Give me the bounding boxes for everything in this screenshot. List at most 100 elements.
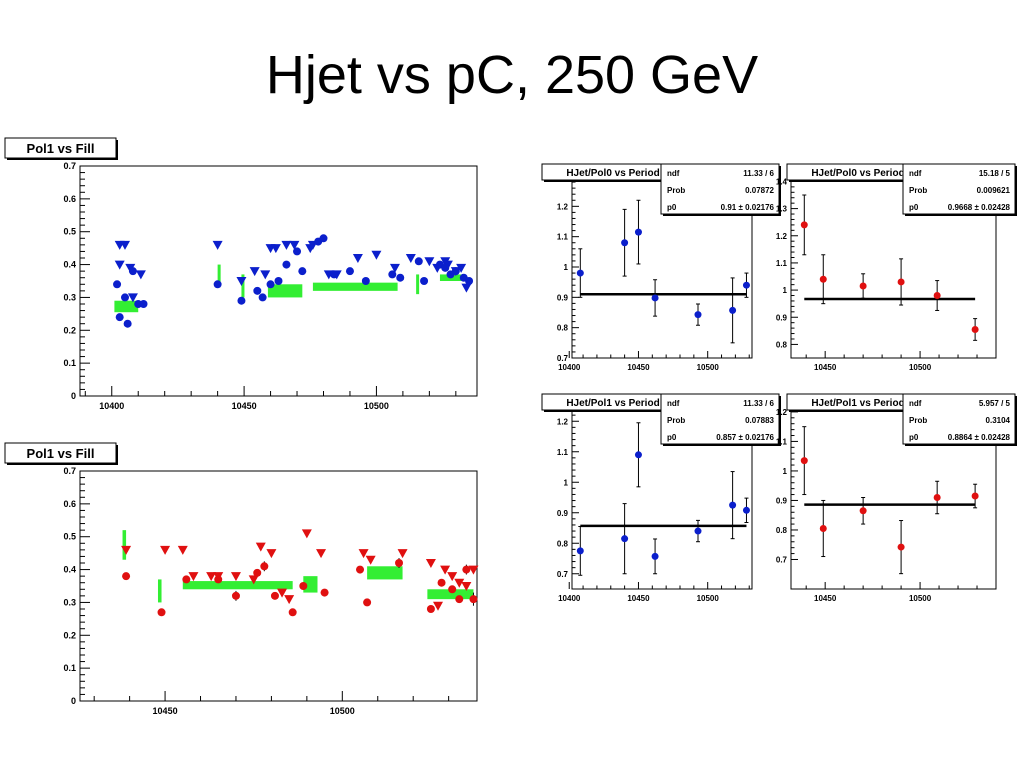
stats-value: 0.07883 [745, 416, 774, 425]
triangle-marker [405, 254, 416, 263]
band [427, 589, 474, 600]
data-point [819, 524, 827, 532]
data-point [694, 311, 702, 319]
band [416, 274, 420, 295]
triangle-marker [277, 588, 288, 598]
x-tick-label: 10450 [814, 594, 837, 603]
x-tick-label: 10500 [364, 401, 389, 411]
circle-marker [266, 280, 275, 289]
y-tick-label: 0.1 [63, 358, 76, 368]
circle-marker [157, 608, 166, 617]
data-point [933, 292, 941, 300]
circle-marker [345, 267, 354, 276]
triangle-marker [425, 559, 436, 568]
y-tick-label: 0.7 [557, 570, 569, 579]
circle-marker [437, 578, 446, 587]
y-tick-label: 0.5 [63, 227, 76, 237]
triangle-marker [188, 572, 199, 582]
stats-label: ndf [909, 399, 922, 408]
band [241, 274, 245, 298]
circle-marker [274, 277, 283, 285]
title-box [4, 442, 117, 464]
circle-marker [293, 247, 302, 256]
circle-marker [426, 605, 435, 613]
triangle-marker [119, 240, 130, 250]
band [367, 566, 403, 580]
y-tick-label: 0.6 [63, 499, 76, 509]
triangle-marker [248, 575, 259, 585]
y-tick-label: 0.7 [63, 466, 76, 476]
data-point [859, 282, 867, 290]
band [217, 264, 221, 285]
triangle-marker [461, 283, 472, 293]
y-tick-label: 0.8 [557, 539, 569, 548]
y-tick-label: 0.7 [557, 354, 569, 363]
stats-value: 0.3104 [986, 416, 1011, 425]
chart-title: HJet/Pol0 vs Period [811, 168, 904, 179]
stats-value: 0.009621 [977, 186, 1011, 195]
stats-value: 15.18 / 5 [979, 169, 1011, 178]
y-tick-label: 0.8 [776, 526, 788, 535]
band [182, 581, 293, 590]
y-tick-label: 0.8 [557, 324, 569, 333]
chart-title: HJet/Pol1 vs Period [811, 398, 904, 409]
data-point [800, 221, 808, 229]
y-tick-label: 0.7 [63, 161, 76, 171]
chart-title: HJet/Pol0 vs Period [566, 168, 659, 179]
stats-value: 0.857 ± 0.02176 [716, 433, 774, 442]
circle-marker [298, 267, 307, 276]
stats-box [902, 163, 1016, 215]
x-tick-label: 10450 [814, 363, 837, 372]
triangle-marker [468, 565, 479, 575]
circle-marker [361, 277, 370, 285]
x-tick-label: 10500 [909, 363, 932, 372]
y-tick-label: 0.7 [776, 555, 788, 564]
data-point [651, 552, 659, 560]
y-tick-label: 1.1 [776, 437, 788, 446]
circle-marker [462, 565, 471, 574]
triangle-marker [114, 260, 125, 270]
stats-label: p0 [667, 203, 677, 212]
triangle-marker [135, 270, 146, 280]
stats-value: 11.33 / 6 [743, 169, 774, 178]
circle-marker [414, 257, 423, 266]
y-tick-label: 1.1 [776, 259, 788, 268]
circle-marker [319, 234, 328, 243]
stats-value: 11.33 / 6 [743, 399, 774, 408]
y-tick-label: 1.1 [557, 233, 569, 242]
data-point [971, 325, 979, 333]
triangle-marker [270, 244, 281, 254]
y-tick-label: 0.9 [557, 293, 569, 302]
x-tick-label: 10400 [99, 401, 124, 411]
data-point [634, 228, 642, 236]
triangle-marker [461, 582, 472, 591]
stats-label: p0 [667, 433, 677, 442]
stats-value: 0.07872 [745, 186, 774, 195]
stats-box [660, 393, 780, 445]
data-point [651, 294, 659, 302]
circle-marker [451, 267, 460, 276]
stats-label: p0 [909, 203, 919, 212]
y-tick-label: 1.2 [557, 202, 569, 211]
x-tick-label: 10400 [558, 363, 581, 372]
data-point [576, 547, 584, 555]
y-tick-label: 0.9 [776, 496, 788, 505]
triangle-marker [260, 270, 271, 280]
circle-marker [282, 260, 291, 269]
circle-marker [448, 585, 457, 594]
x-tick-label: 10500 [697, 594, 720, 603]
y-tick-label: 0.3 [63, 597, 76, 607]
triangle-marker [371, 250, 382, 260]
circle-marker [288, 608, 297, 617]
circle-marker [260, 562, 269, 571]
circle-marker [420, 277, 429, 285]
stats-label: Prob [909, 186, 927, 195]
x-tick-label: 10500 [330, 706, 355, 716]
data-point [742, 506, 750, 514]
triangle-marker [230, 572, 241, 582]
x-tick-label: 10400 [558, 594, 581, 603]
data-point [897, 543, 905, 551]
stats-box [660, 163, 780, 215]
x-tick-label: 10450 [627, 594, 650, 603]
